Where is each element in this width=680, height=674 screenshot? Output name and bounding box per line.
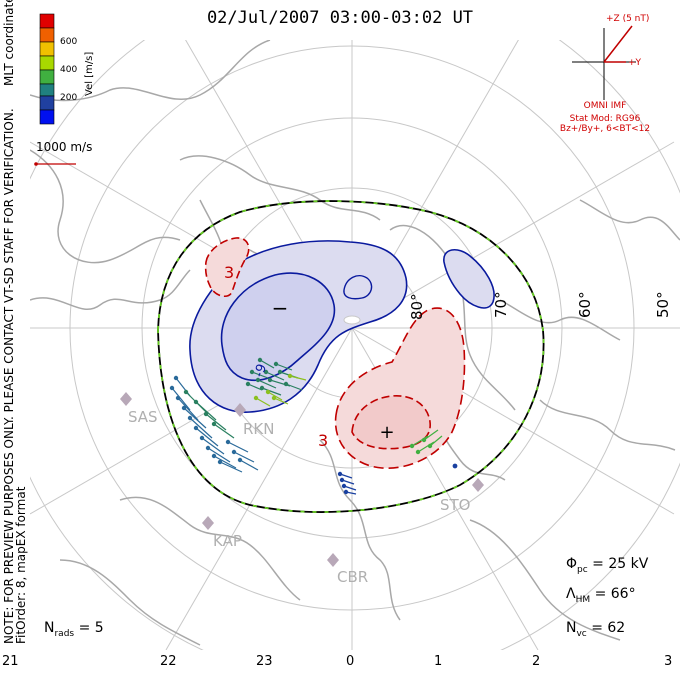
page-title: 02/Jul/2007 03:00-03:02 UT [206,8,474,28]
imf-y-label: +Y [628,58,642,68]
color-tick-400: 400 [60,65,78,75]
radar-sites [120,392,484,567]
velocity-color-bar [39,13,55,125]
color-bar-unit: Vel [m/s] [84,51,95,96]
lat-label-70: 70° [492,291,510,318]
contour-label-3b: 3 [318,431,328,450]
site-label-rkn: RKN [243,420,274,438]
lat-label-50: 50° [654,291,672,318]
pole-marker [343,315,361,325]
phi-pc-value: = 25 kV [592,556,649,572]
lambda-hm-value: = 66° [594,586,636,602]
imf-model: Stat Mod: RG96 [569,114,641,124]
mlt-tick-2: 2 [532,654,541,669]
mlt-tick-23: 23 [256,654,273,669]
site-label-sto: STO [440,496,471,514]
phi-pc-stat: Φpc = 25 kV [566,556,649,575]
color-tick-200: 200 [60,93,78,103]
minus-symbol: − [272,296,289,320]
heppner-maynard-boundary [157,200,545,513]
lat-label-60: 60° [576,291,594,318]
nrads-value: = 5 [78,620,104,636]
contour-label-minus: -9 [252,362,271,379]
color-tick-600: 600 [60,37,78,47]
site-marker-kap [202,516,214,530]
mlt-tick-3: 3 [664,654,673,669]
site-label-kap: KAP [213,532,242,550]
negative-potential-cell [189,240,495,413]
velocity-vectors [169,357,458,495]
mlt-tick-21: 21 [2,654,19,669]
reference-vector-label: 1000 m/s [36,140,93,154]
imf-condition: Bz+/By+, 6<BT<12 [559,124,651,134]
mlt-tick-1: 1 [434,654,443,669]
nvc-value: = 62 [591,620,626,636]
site-label-cbr: CBR [337,568,368,586]
lambda-hm-stat: ΛHM = 66° [566,586,636,605]
imf-crosshair [572,25,636,100]
site-marker-cbr [327,553,339,567]
site-label-sas: SAS [128,408,158,426]
site-marker-sto [472,478,484,492]
positive-potential-cell [204,237,466,469]
reference-vector [34,162,76,166]
nrads-stat: Nrads = 5 [44,620,104,639]
fit-order-note: FitOrder: 8, mapEX format [14,486,28,644]
site-marker-sas [120,392,132,406]
mlt-tick-22: 22 [160,654,177,669]
coordinate-label: MLT coordinates [2,0,16,86]
imf-z-label: +Z (5 nT) [606,14,650,24]
mlt-tick-0: 0 [346,654,355,669]
nvc-stat: Nvc = 62 [566,620,626,639]
contour-label-3a: 3 [224,263,234,282]
site-marker-rkn [234,403,246,417]
lat-label-80: 80° [408,293,426,320]
plus-symbol: + [379,422,394,443]
imf-source: OMNI IMF [583,101,627,111]
